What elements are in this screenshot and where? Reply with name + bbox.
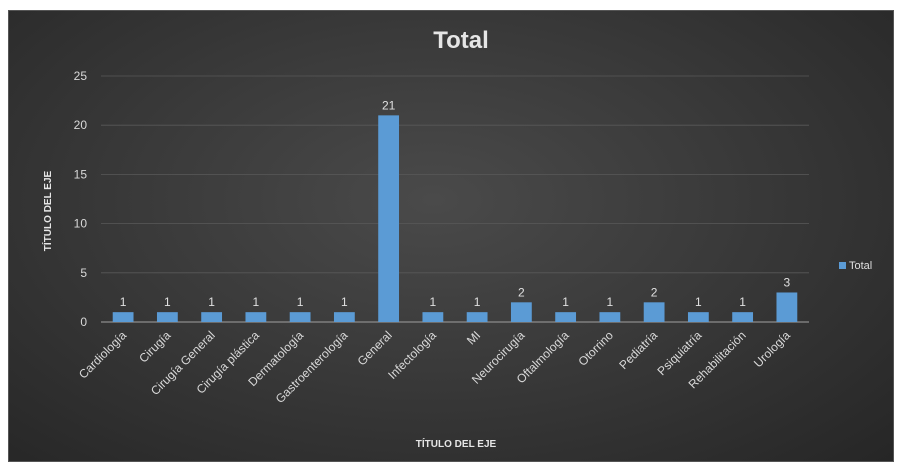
bars (112, 115, 798, 322)
y-tick-label: 10 (74, 217, 88, 231)
x-tick-label: Cirugía (136, 328, 173, 365)
bar (687, 312, 709, 322)
data-label: 3 (784, 275, 791, 289)
data-label: 21 (382, 98, 396, 112)
data-label: 1 (253, 295, 260, 309)
y-tick-label: 25 (74, 69, 88, 83)
bar (555, 312, 577, 322)
data-label: 1 (164, 295, 171, 309)
x-tick-label: Urología (751, 328, 793, 370)
x-tick-label: Infectología (385, 328, 439, 382)
bar (201, 312, 223, 322)
bar (333, 312, 355, 322)
y-tick-label: 5 (80, 266, 87, 280)
data-label: 1 (562, 295, 569, 309)
x-tick-label: Pediatría (616, 328, 660, 372)
legend: Total (839, 260, 872, 272)
y-tick-label: 15 (74, 167, 88, 181)
data-label: 1 (695, 295, 702, 309)
bar (289, 312, 311, 322)
data-label: 1 (297, 295, 304, 309)
bar (156, 312, 178, 322)
data-label: 2 (518, 285, 525, 299)
x-tick-label: MI (464, 328, 483, 347)
bar (776, 292, 798, 322)
gridlines (101, 75, 809, 323)
data-label: 1 (474, 295, 481, 309)
data-label: 2 (651, 285, 658, 299)
x-tick-label: Otorrino (575, 328, 616, 369)
x-tick-label: Cardiología (76, 328, 130, 382)
bar (599, 312, 621, 322)
bar (466, 312, 488, 322)
chart-area: Total 0 5 10 15 20 25 1 1 1 1 1 1 21 1 1 2 1 1 2 1 1 3 Cardi… (8, 10, 894, 462)
legend-label: Total (849, 260, 872, 272)
bar (510, 302, 532, 322)
y-tick-label: 0 (80, 315, 87, 329)
bar (378, 115, 400, 322)
y-axis-title: TÍTULO DEL EJE (41, 170, 54, 251)
legend-swatch (839, 262, 846, 269)
data-label: 1 (341, 295, 348, 309)
bar (112, 312, 134, 322)
data-label: 1 (208, 295, 215, 309)
x-tick-label: General (355, 328, 395, 368)
data-label: 1 (430, 295, 437, 309)
bar (732, 312, 754, 322)
y-tick-label: 20 (74, 118, 88, 132)
y-axis-ticks: 0 5 10 15 20 25 (74, 69, 88, 329)
bar (422, 312, 444, 322)
data-label: 1 (739, 295, 746, 309)
bar (245, 312, 267, 322)
x-axis-title: TÍTULO DEL EJE (416, 437, 497, 450)
bar (643, 302, 665, 322)
data-label: 1 (120, 295, 127, 309)
chart-title: Total (433, 27, 489, 54)
data-label: 1 (607, 295, 614, 309)
